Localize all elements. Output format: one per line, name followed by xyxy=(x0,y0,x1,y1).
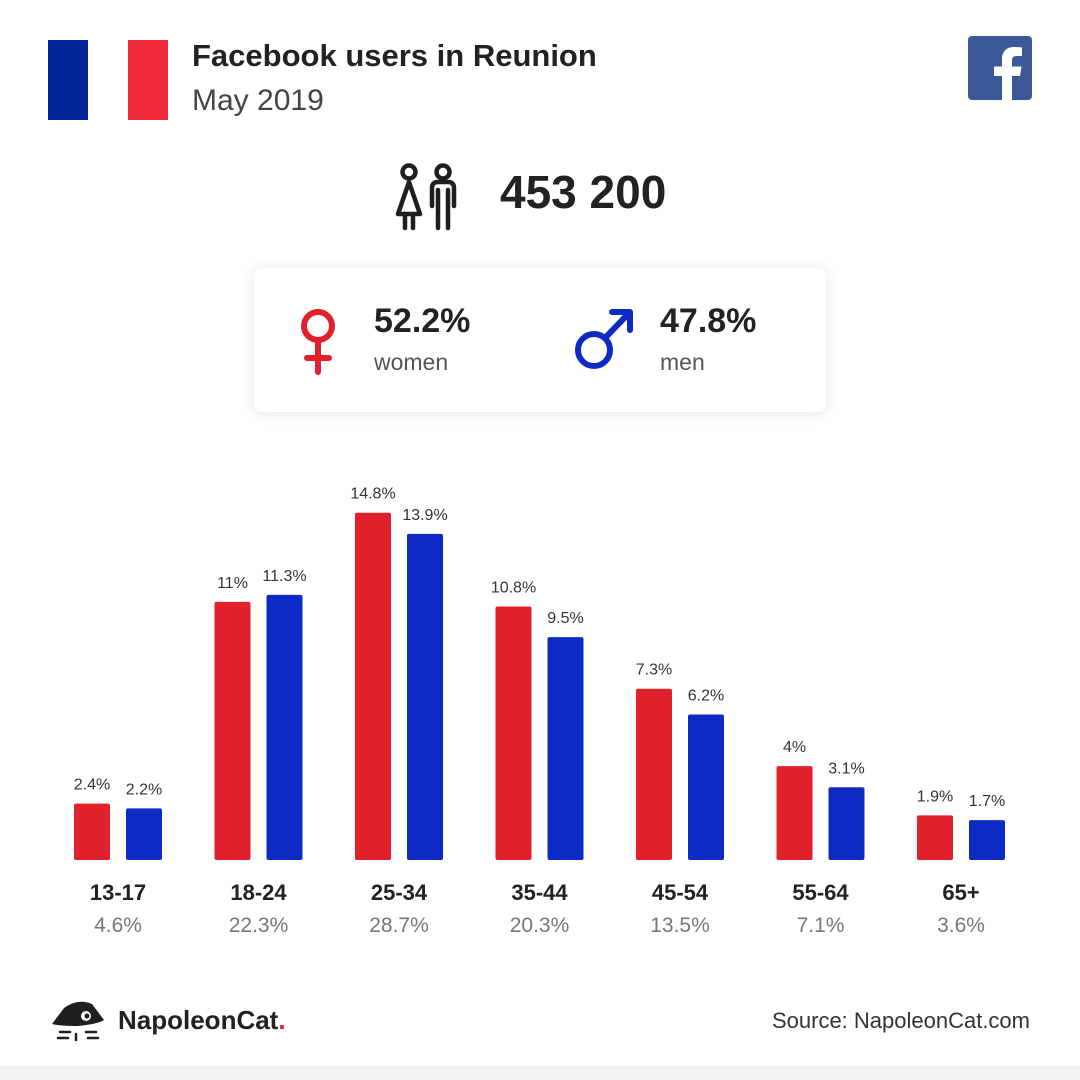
data-label-women-35-44: 10.8% xyxy=(491,580,536,597)
bar-men-45-54 xyxy=(688,714,724,860)
category-label-55-64: 55-64 xyxy=(792,880,849,905)
men-percentage: 47.8% xyxy=(660,302,757,340)
flag-band-red xyxy=(128,40,168,120)
flag-band-blue xyxy=(48,40,88,120)
women-label: women xyxy=(374,349,449,375)
bar-women-45-54 xyxy=(636,688,672,860)
women-percentage: 52.2% xyxy=(374,302,471,340)
people-icon xyxy=(395,163,457,231)
data-label-women-45-54: 7.3% xyxy=(636,662,672,679)
data-label-men-25-34: 13.9% xyxy=(402,507,447,524)
data-label-women-25-34: 14.8% xyxy=(350,486,395,503)
france-flag xyxy=(48,40,168,120)
group-total-18-24: 22.3% xyxy=(229,914,289,937)
total-users: 453 200 xyxy=(500,166,667,218)
data-label-women-13-17: 2.4% xyxy=(74,777,110,794)
category-label-18-24: 18-24 xyxy=(230,880,287,905)
data-label-women-18-24: 11% xyxy=(217,575,248,592)
bar-men-65+ xyxy=(969,820,1005,860)
male-symbol-icon xyxy=(575,309,633,369)
data-label-men-35-44: 9.5% xyxy=(547,610,583,627)
facebook-logo-icon xyxy=(968,36,1032,100)
group-total-25-34: 28.7% xyxy=(369,914,429,937)
footer-strip xyxy=(0,1066,1080,1080)
data-label-women-55-64: 4% xyxy=(783,739,806,756)
group-total-65+: 3.6% xyxy=(937,914,985,937)
data-label-men-65+: 1.7% xyxy=(969,793,1005,810)
group-total-35-44: 20.3% xyxy=(510,914,570,937)
data-label-men-18-24: 11.3% xyxy=(262,568,306,585)
bar-women-18-24 xyxy=(214,601,251,860)
female-symbol-icon xyxy=(301,309,335,375)
category-label-13-17: 13-17 xyxy=(90,880,146,905)
bar-men-18-24 xyxy=(266,594,303,860)
page-subtitle: May 2019 xyxy=(192,84,324,117)
bar-men-25-34 xyxy=(407,533,443,860)
group-total-45-54: 13.5% xyxy=(650,914,710,937)
men-label: men xyxy=(660,349,705,375)
brand-name: NapoleonCat. xyxy=(118,1005,286,1036)
brand-dot: . xyxy=(278,1005,286,1035)
category-label-65+: 65+ xyxy=(942,880,979,905)
category-label-35-44: 35-44 xyxy=(511,880,568,905)
bar-women-55-64 xyxy=(776,766,813,860)
bar-men-35-44 xyxy=(547,637,584,860)
gender-card: 52.2% women 47.8% men xyxy=(254,268,826,412)
bar-women-65+ xyxy=(917,815,953,860)
data-label-men-45-54: 6.2% xyxy=(688,688,724,705)
category-label-45-54: 45-54 xyxy=(652,880,709,905)
bar-women-13-17 xyxy=(74,803,110,860)
group-total-13-17: 4.6% xyxy=(94,914,142,937)
data-label-men-55-64: 3.1% xyxy=(828,760,864,777)
bar-women-25-34 xyxy=(355,512,391,860)
napoleoncat-logo-icon xyxy=(52,1001,104,1042)
source-text: Source: NapoleonCat.com xyxy=(771,1008,1030,1033)
data-label-women-65+: 1.9% xyxy=(917,788,953,805)
bar-women-35-44 xyxy=(495,606,532,860)
category-label-25-34: 25-34 xyxy=(371,880,428,905)
bar-men-55-64 xyxy=(828,787,865,860)
bar-men-13-17 xyxy=(126,808,162,860)
group-total-55-64: 7.1% xyxy=(797,914,845,937)
flag-band-white xyxy=(88,40,128,120)
brand-text: NapoleonCat xyxy=(118,1005,279,1035)
age-gender-bar-chart: 2.4% 2.2% 13-17 4.6% 11% 11.3% 18-24 22.3% 14.8%… xyxy=(74,486,1005,937)
page-title: Facebook users in Reunion xyxy=(192,38,597,73)
data-label-men-13-17: 2.2% xyxy=(126,781,162,798)
